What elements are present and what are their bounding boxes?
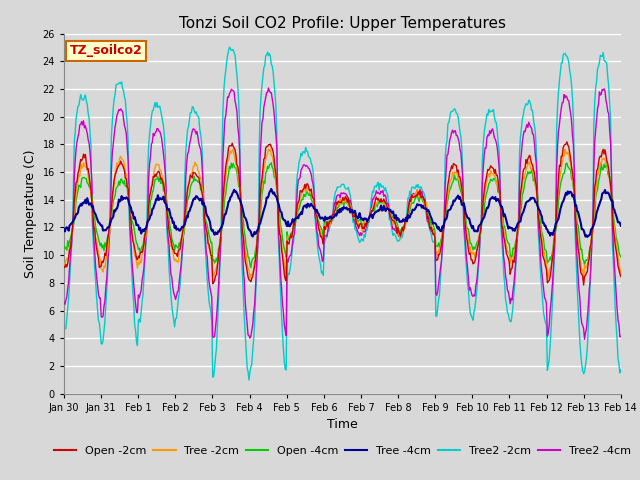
Tree2 -2cm bbox=[390, 231, 398, 237]
Open -4cm bbox=[390, 215, 398, 220]
Tree -2cm bbox=[617, 270, 625, 276]
Line: Tree -4cm: Tree -4cm bbox=[64, 189, 621, 237]
Open -2cm bbox=[204, 230, 211, 236]
Open -2cm bbox=[479, 197, 487, 203]
Tree -2cm bbox=[204, 234, 211, 240]
Tree -4cm bbox=[480, 215, 488, 220]
Tree -4cm bbox=[389, 208, 397, 214]
Tree -2cm bbox=[433, 249, 440, 254]
Tree2 -2cm bbox=[159, 118, 166, 124]
Tree2 -2cm bbox=[434, 305, 442, 311]
Tree -2cm bbox=[159, 178, 166, 183]
Open -4cm bbox=[268, 160, 275, 166]
Open -4cm bbox=[481, 197, 489, 203]
Open -2cm bbox=[159, 178, 166, 184]
Tree2 -4cm bbox=[265, 85, 273, 91]
Tree2 -4cm bbox=[580, 336, 588, 342]
Tree2 -4cm bbox=[159, 143, 166, 149]
Open -4cm bbox=[204, 222, 211, 228]
Tree -2cm bbox=[60, 262, 68, 268]
Open -4cm bbox=[617, 254, 625, 260]
Tree -2cm bbox=[265, 146, 273, 152]
Open -4cm bbox=[314, 216, 322, 222]
Tree -4cm bbox=[313, 207, 321, 213]
Line: Tree -2cm: Tree -2cm bbox=[64, 149, 621, 280]
Tree -4cm bbox=[60, 226, 68, 232]
Tree2 -2cm bbox=[204, 276, 211, 281]
Tree -4cm bbox=[159, 196, 166, 202]
Open -2cm bbox=[388, 217, 396, 223]
Tree -2cm bbox=[580, 277, 588, 283]
Tree2 -2cm bbox=[314, 245, 322, 251]
Tree -4cm bbox=[433, 223, 440, 229]
Tree2 -4cm bbox=[204, 253, 211, 259]
Tree -4cm bbox=[268, 186, 275, 192]
Open -2cm bbox=[60, 264, 68, 270]
Open -4cm bbox=[434, 243, 442, 249]
Open -2cm bbox=[580, 282, 588, 288]
Tree -2cm bbox=[313, 215, 321, 221]
Tree2 -2cm bbox=[226, 44, 234, 50]
Tree2 -4cm bbox=[433, 292, 440, 298]
Tree2 -2cm bbox=[481, 122, 489, 128]
Tree -4cm bbox=[617, 223, 625, 228]
X-axis label: Time: Time bbox=[327, 418, 358, 431]
Tree2 -2cm bbox=[617, 367, 625, 372]
Open -2cm bbox=[312, 212, 320, 217]
Tree -2cm bbox=[480, 197, 488, 203]
Tree2 -4cm bbox=[60, 300, 68, 305]
Title: Tonzi Soil CO2 Profile: Upper Temperatures: Tonzi Soil CO2 Profile: Upper Temperatur… bbox=[179, 16, 506, 31]
Tree -4cm bbox=[204, 213, 211, 219]
Tree -2cm bbox=[389, 222, 397, 228]
Line: Tree2 -2cm: Tree2 -2cm bbox=[64, 47, 621, 380]
Text: TZ_soilco2: TZ_soilco2 bbox=[70, 44, 142, 58]
Open -2cm bbox=[432, 256, 440, 262]
Open -4cm bbox=[247, 265, 255, 271]
Tree2 -4cm bbox=[617, 334, 625, 339]
Line: Tree2 -4cm: Tree2 -4cm bbox=[64, 88, 621, 339]
Tree2 -2cm bbox=[60, 325, 68, 331]
Line: Open -4cm: Open -4cm bbox=[64, 163, 621, 268]
Y-axis label: Soil Temperature (C): Soil Temperature (C) bbox=[24, 149, 37, 278]
Open -2cm bbox=[563, 139, 571, 144]
Tree2 -2cm bbox=[245, 377, 253, 383]
Open -4cm bbox=[60, 243, 68, 249]
Tree2 -4cm bbox=[389, 227, 397, 232]
Open -4cm bbox=[159, 177, 166, 182]
Tree2 -4cm bbox=[313, 228, 321, 234]
Tree -4cm bbox=[584, 234, 591, 240]
Line: Open -2cm: Open -2cm bbox=[64, 142, 621, 285]
Tree2 -4cm bbox=[480, 152, 488, 158]
Open -2cm bbox=[617, 274, 625, 279]
Legend: Open -2cm, Tree -2cm, Open -4cm, Tree -4cm, Tree2 -2cm, Tree2 -4cm: Open -2cm, Tree -2cm, Open -4cm, Tree -4… bbox=[50, 441, 635, 460]
